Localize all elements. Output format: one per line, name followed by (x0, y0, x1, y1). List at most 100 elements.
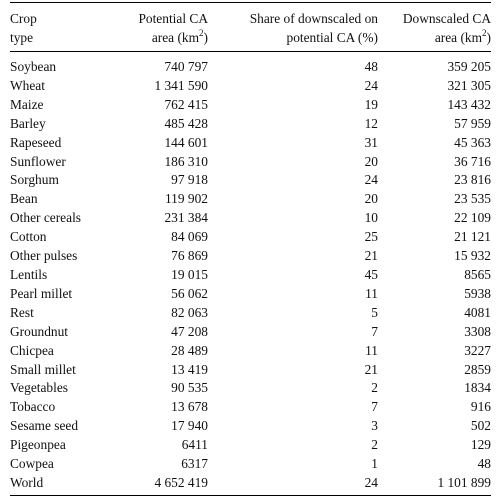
table-row: Groundnut 47 208 7 3308 (10, 323, 491, 342)
cell-crop: Small millet (10, 361, 76, 377)
cell-share-percent: 24 (364, 77, 378, 93)
cell-downscaled-ca-area: 129 (470, 437, 491, 453)
cell-crop: Pearl millet (10, 285, 73, 301)
cell-crop: Maize (10, 96, 44, 112)
table-row: World 4 652 419 24 1 101 899 (10, 473, 491, 496)
cell-downscaled-ca-area: 23 535 (454, 191, 491, 207)
cell-potential-ca-area: 84 069 (171, 229, 208, 245)
cell-potential-ca-area: 485 428 (164, 115, 208, 131)
cell-downscaled-ca-area: 36 716 (454, 153, 491, 169)
cell-crop: Vegetables (10, 380, 69, 396)
table-row: Wheat 1 341 590 24 321 305 (10, 77, 491, 96)
cell-downscaled-ca-area: 21 121 (454, 229, 491, 245)
cell-potential-ca-area: 47 208 (171, 323, 208, 339)
table-row: Barley 485 428 12 57 959 (10, 115, 491, 134)
table-row: Rapeseed 144 601 31 45 363 (10, 134, 491, 153)
table-row: Rest 82 063 5 4081 (10, 304, 491, 323)
cell-downscaled-ca-area: 57 959 (454, 115, 491, 131)
table-row: Other pulses 76 869 21 15 932 (10, 247, 491, 266)
cell-crop: Pigeonpea (10, 437, 66, 453)
cell-downscaled-ca-area: 8565 (464, 266, 491, 282)
top-rule (10, 2, 491, 3)
cell-potential-ca-area: 76 869 (171, 248, 208, 264)
cell-downscaled-ca-area: 1834 (464, 380, 491, 396)
cell-crop: Wheat (10, 77, 45, 93)
cell-potential-ca-area: 82 063 (171, 304, 208, 320)
cell-downscaled-ca-area: 502 (470, 418, 491, 434)
crop-area-table: Crop type Potential CA area (km2) Share … (10, 2, 491, 496)
cell-share-percent: 20 (364, 153, 378, 169)
cell-crop: Cotton (10, 229, 47, 245)
table-row: Pigeonpea 6411 2 129 (10, 436, 491, 455)
cell-downscaled-ca-area: 143 432 (447, 96, 491, 112)
cell-share-percent: 3 (371, 418, 378, 434)
cell-downscaled-ca-area: 916 (470, 399, 491, 415)
table-row: Small millet 13 419 21 2859 (10, 361, 491, 380)
cell-potential-ca-area: 144 601 (164, 134, 208, 150)
cell-downscaled-ca-area: 22 109 (454, 210, 491, 226)
header-share-downscaled: Share of downscaled on potential CA (%) (208, 3, 378, 52)
cell-downscaled-ca-area: 3227 (464, 342, 491, 358)
cell-crop: Barley (10, 115, 46, 131)
cell-crop: Other cereals (10, 210, 82, 226)
table-row: Vegetables 90 535 2 1834 (10, 379, 491, 398)
cell-crop: World (10, 473, 110, 496)
table-row: Pearl millet 56 062 11 5938 (10, 285, 491, 304)
cell-share-percent: 21 (364, 248, 378, 264)
table-row: Other cereals 231 384 10 22 109 (10, 209, 491, 228)
cell-share-percent: 11 (365, 342, 378, 358)
cell-share-percent: 19 (364, 96, 378, 112)
cell-share-percent: 24 (208, 473, 378, 496)
cell-share-percent: 24 (364, 172, 378, 188)
table-row: Maize 762 415 19 143 432 (10, 96, 491, 115)
header-row: Crop type Potential CA area (km2) Share … (10, 3, 491, 52)
cell-downscaled-ca-area: 1 101 899 (378, 473, 491, 496)
cell-share-percent: 31 (364, 134, 378, 150)
cell-potential-ca-area: 97 918 (171, 172, 208, 188)
cell-share-percent: 2 (371, 380, 378, 396)
cell-crop: Groundnut (10, 323, 69, 339)
cell-potential-ca-area: 231 384 (164, 210, 208, 226)
cell-downscaled-ca-area: 15 932 (454, 248, 491, 264)
cell-crop: Tobacco (10, 399, 56, 415)
cell-potential-ca-area: 6411 (181, 437, 208, 453)
cell-crop: Cowpea (10, 456, 54, 472)
table-row: Cowpea 6317 1 48 (10, 455, 491, 474)
cell-share-percent: 20 (364, 191, 378, 207)
cell-potential-ca-area: 13 678 (171, 399, 208, 415)
cell-potential-ca-area: 28 489 (171, 342, 208, 358)
cell-crop: Lentils (10, 266, 48, 282)
cell-downscaled-ca-area: 45 363 (454, 134, 491, 150)
cell-share-percent: 21 (364, 361, 378, 377)
cell-potential-ca-area: 56 062 (171, 285, 208, 301)
cell-crop: Sorghum (10, 172, 59, 188)
header-downscaled-ca-area: Downscaled CA area (km2) (378, 3, 491, 52)
cell-share-percent: 12 (364, 115, 378, 131)
cell-potential-ca-area: 13 419 (171, 361, 208, 377)
table-row: Tobacco 13 678 7 916 (10, 398, 491, 417)
cell-downscaled-ca-area: 3308 (464, 323, 491, 339)
cell-potential-ca-area: 6317 (181, 456, 208, 472)
cell-potential-ca-area: 4 652 419 (110, 473, 208, 496)
cell-potential-ca-area: 19 015 (171, 266, 208, 282)
table-row: Soybean 740 797 48 359 205 (10, 52, 491, 77)
table-row: Bean 119 902 20 23 535 (10, 190, 491, 209)
cell-downscaled-ca-area: 5938 (464, 285, 491, 301)
cell-potential-ca-area: 186 310 (164, 153, 208, 169)
cell-crop: Chicpea (10, 342, 54, 358)
cell-downscaled-ca-area: 2859 (464, 361, 491, 377)
table-row: Sorghum 97 918 24 23 816 (10, 171, 491, 190)
cell-potential-ca-area: 1 341 590 (154, 77, 208, 93)
cell-crop: Soybean (10, 59, 57, 74)
cell-share-percent: 48 (364, 59, 378, 74)
cell-potential-ca-area: 90 535 (171, 380, 208, 396)
cell-share-percent: 7 (371, 399, 378, 415)
cell-potential-ca-area: 119 902 (164, 191, 208, 207)
cell-crop: Rapeseed (10, 134, 62, 150)
cell-downscaled-ca-area: 321 305 (447, 77, 491, 93)
cell-potential-ca-area: 762 415 (164, 96, 208, 112)
cell-downscaled-ca-area: 359 205 (447, 59, 491, 74)
cell-share-percent: 25 (364, 229, 378, 245)
table-row: Chicpea 28 489 11 3227 (10, 342, 491, 361)
